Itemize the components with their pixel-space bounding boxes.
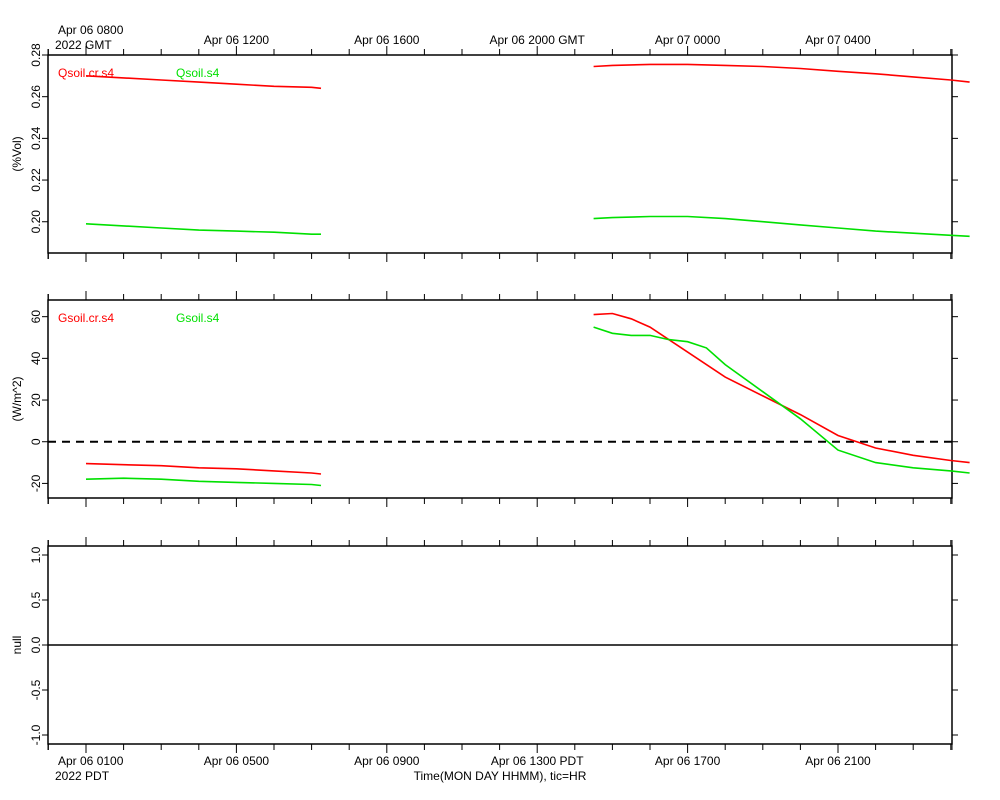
y-tick-label: -0.5	[29, 679, 43, 700]
series-line-Gsoil.s4	[85, 477, 322, 487]
series-line-Gsoil.s4	[593, 326, 970, 474]
axis-labels: 0.20 0.22 0.24 0.26 0.28 (%Vol) Qsoil.cr.s4 Qso…	[10, 23, 871, 783]
y-tick-label: 0.22	[29, 168, 43, 192]
y-tick-label: 0.26	[29, 85, 43, 109]
y-tick-label: -1.0	[29, 724, 43, 745]
series-line-Gsoil.cr.s4	[85, 462, 322, 475]
series-line-Qsoil.cr.s4	[85, 75, 322, 90]
bottom-time-label: Apr 06 0900	[354, 754, 420, 768]
series-lines	[85, 63, 970, 487]
bottom-time-label: Apr 06 0100	[58, 754, 124, 768]
panel-frame-top	[47, 54, 953, 254]
y-axis-title: (%Vol)	[10, 136, 24, 171]
legend-label: Gsoil.cr.s4	[58, 311, 114, 325]
bottom-time-label: 2022 PDT	[55, 769, 110, 783]
y-tick-label: 0.0	[29, 636, 43, 653]
panels	[42, 46, 958, 753]
y-tick-label: 0.5	[29, 591, 43, 608]
y-tick-label: 40	[29, 351, 43, 365]
top-time-label: 2022 GMT	[55, 38, 112, 52]
top-time-label: Apr 07 0400	[805, 33, 871, 47]
series-line-Qsoil.s4	[593, 215, 970, 238]
bottom-time-label: Apr 06 1300 PDT	[491, 754, 584, 768]
bottom-time-label: Apr 06 1700	[655, 754, 721, 768]
y-tick-label: 20	[29, 393, 43, 407]
y-axis-title: (W/m^2)	[10, 377, 24, 422]
legend-label: Qsoil.s4	[176, 66, 220, 80]
y-tick-label: -20	[29, 474, 43, 492]
series-line-Gsoil.cr.s4	[593, 312, 970, 464]
series-line-Qsoil.s4	[85, 223, 321, 235]
panel-frame-middle	[47, 299, 953, 499]
y-tick-label: 60	[29, 310, 43, 324]
y-tick-label: 0.24	[29, 126, 43, 150]
top-time-label: Apr 06 1200	[204, 33, 270, 47]
bottom-time-label: Apr 06 2100	[805, 754, 871, 768]
top-time-label: Apr 06 1600	[354, 33, 420, 47]
legend-label: Qsoil.cr.s4	[58, 66, 114, 80]
y-tick-label: 0	[29, 438, 43, 445]
y-tick-label: 1.0	[29, 546, 43, 563]
y-tick-label: 0.20	[29, 210, 43, 234]
top-time-label: Apr 06 2000 GMT	[490, 33, 586, 47]
bottom-time-label: Apr 06 0500	[204, 754, 270, 768]
x-axis-title: Time(MON DAY HHMM), tic=HR	[414, 769, 587, 783]
legend-label: Gsoil.s4	[176, 311, 220, 325]
series-line-Qsoil.cr.s4	[593, 63, 970, 83]
top-time-label: Apr 07 0000	[655, 33, 721, 47]
y-axis-title: null	[10, 636, 24, 655]
top-time-label: Apr 06 0800	[58, 23, 124, 37]
y-tick-label: 0.28	[29, 43, 43, 67]
